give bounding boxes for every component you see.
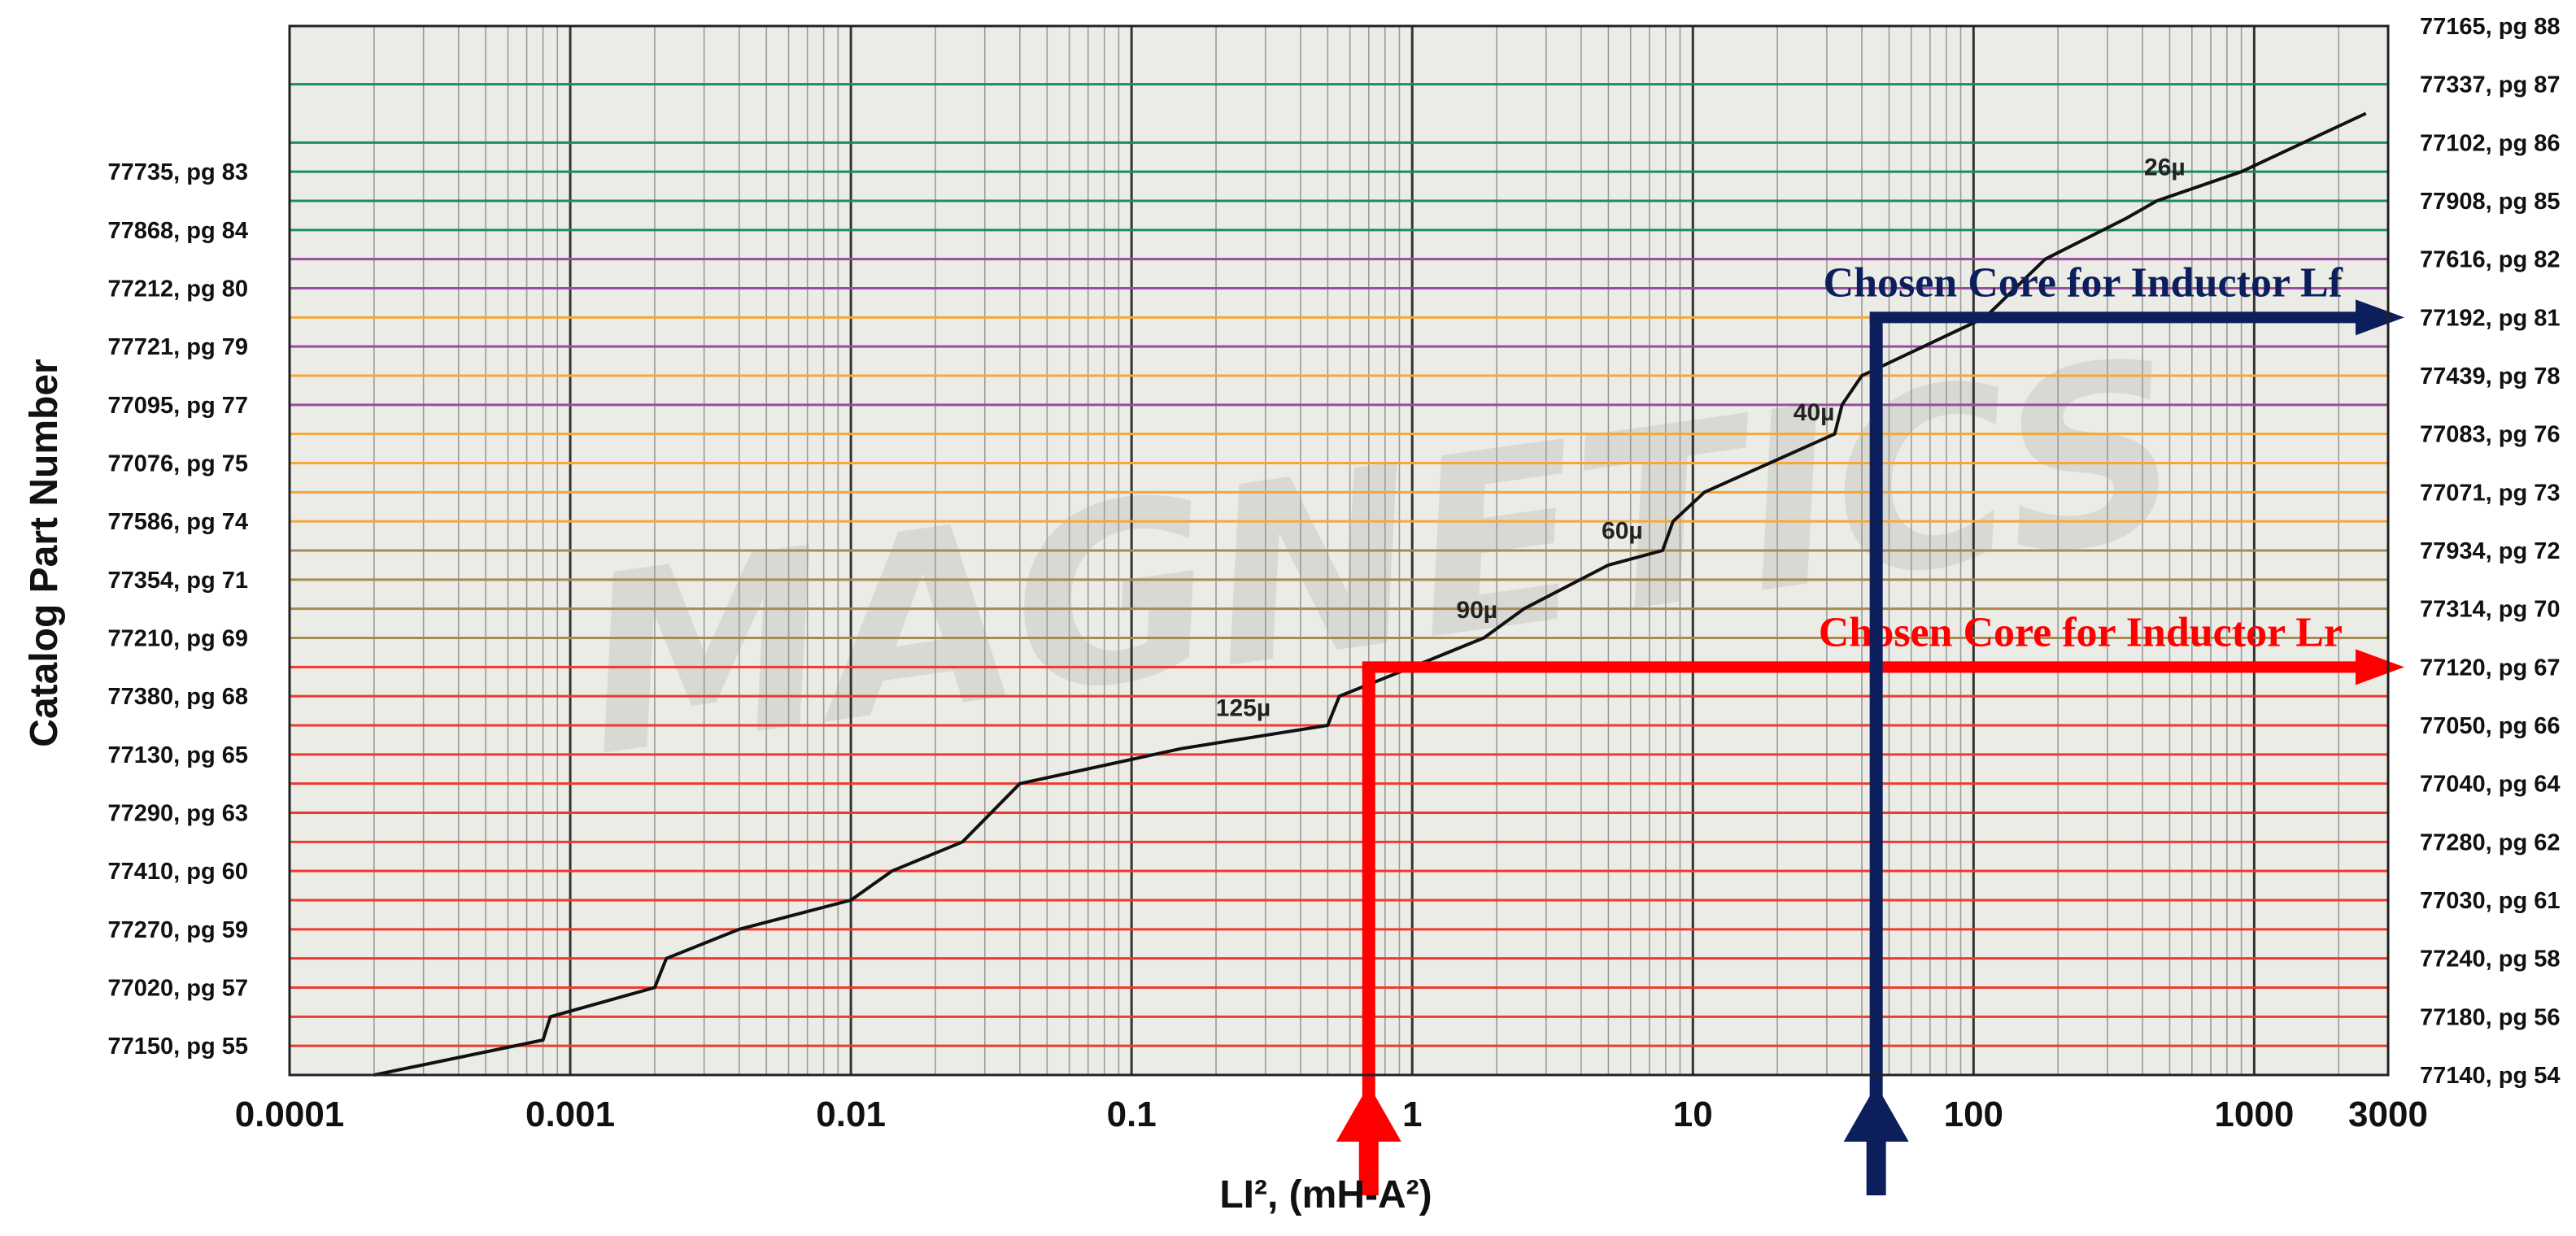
- x-axis-label: LI², (mH-A²): [1219, 1173, 1432, 1216]
- selection-arrowhead-right: [2356, 649, 2404, 685]
- left-axis-label: 77270, pg 59: [108, 917, 249, 943]
- x-tick-label: 0.1: [1107, 1095, 1157, 1134]
- right-axis-label: 77439, pg 78: [2420, 363, 2561, 390]
- left-axis-label: 77735, pg 83: [108, 159, 249, 185]
- right-axis-label: 77192, pg 81: [2420, 305, 2561, 331]
- core-selector-curve: [373, 111, 2367, 1077]
- permeability-label: 26µ: [2144, 154, 2186, 181]
- left-axis-label: 77586, pg 74: [108, 509, 249, 535]
- right-axis-label: 77180, pg 56: [2420, 1004, 2561, 1030]
- selection-layer: Chosen Core for Inductor Lr Chosen Core f…: [1336, 259, 2404, 1195]
- right-axis-labels: 77140, pg 54 77180, pg 56 77240, pg 58 7703…: [2420, 14, 2561, 1089]
- right-axis-label: 77071, pg 73: [2420, 480, 2561, 506]
- right-axis-label: 77337, pg 87: [2420, 72, 2561, 98]
- right-axis-label: 77030, pg 61: [2420, 888, 2561, 914]
- left-axis-label: 77020, pg 57: [108, 976, 249, 1002]
- left-axis-labels: 77150, pg 55 77020, pg 57 77270, pg 59 7741…: [108, 159, 249, 1060]
- permeability-label: 90µ: [1456, 597, 1497, 624]
- left-axis-label: 77130, pg 65: [108, 742, 249, 768]
- right-axis-label: 77934, pg 72: [2420, 538, 2561, 564]
- core-selector-curve-layer: 125µ 90µ 60µ 40µ 26µ: [373, 111, 2367, 1077]
- left-axis-label: 77410, pg 60: [108, 859, 249, 885]
- right-axis-label: 77616, pg 82: [2420, 247, 2561, 273]
- selection-annotation: Chosen Core for Inductor Lf: [1824, 259, 2343, 306]
- right-axis-label: 77908, pg 85: [2420, 189, 2561, 215]
- right-axis-label: 77040, pg 64: [2420, 772, 2561, 798]
- x-tick-label: 10: [1673, 1095, 1713, 1134]
- left-axis-label: 77721, pg 79: [108, 334, 249, 360]
- right-axis-label: 77120, pg 67: [2420, 655, 2561, 681]
- left-axis-label: 77868, pg 84: [108, 218, 249, 244]
- right-axis-label: 77314, pg 70: [2420, 597, 2561, 623]
- left-axis-label: 77354, pg 71: [108, 568, 249, 594]
- part-number-lines: [290, 24, 2388, 1077]
- right-axis-label: 77050, pg 66: [2420, 713, 2561, 739]
- x-tick-label: 100: [1944, 1095, 2003, 1134]
- permeability-label: 125µ: [1216, 695, 1271, 722]
- right-axis-label: 77280, pg 62: [2420, 829, 2561, 855]
- x-tick-label: 3000: [2348, 1095, 2428, 1134]
- x-tick-label: 0.01: [816, 1095, 886, 1134]
- x-tick-labels: 0.0001 0.001 0.01 0.1 1 10 100 1000 3000: [235, 1095, 2428, 1134]
- right-axis-label: 77165, pg 88: [2420, 14, 2561, 40]
- x-tick-label: 1000: [2214, 1095, 2294, 1134]
- x-tick-label: 1: [1402, 1095, 1422, 1134]
- left-axis-label: 77380, pg 68: [108, 684, 249, 710]
- left-axis-label: 77290, pg 63: [108, 801, 249, 827]
- left-axis-label: 77212, pg 80: [108, 276, 249, 302]
- right-axis-label: 77240, pg 58: [2420, 947, 2561, 973]
- plot-frame: [288, 24, 2390, 1077]
- right-axis-label: 77140, pg 54: [2420, 1063, 2561, 1089]
- selection-annotation: Chosen Core for Inductor Lr: [1819, 609, 2343, 655]
- left-axis-label: 77095, pg 77: [108, 393, 249, 419]
- selection-arrowhead-up: [1843, 1085, 1909, 1142]
- left-axis-label: 77150, pg 55: [108, 1034, 249, 1060]
- selection-arrowhead-right: [2356, 299, 2404, 336]
- selection-arrowhead-up: [1336, 1085, 1401, 1142]
- x-tick-label: 0.001: [525, 1095, 615, 1134]
- selection-arrow-shaft: [1358, 1138, 1379, 1195]
- permeability-label: 60µ: [1602, 517, 1643, 544]
- y-axis-label: Catalog Part Number: [23, 359, 66, 746]
- x-tick-label: 0.0001: [235, 1095, 345, 1134]
- left-axis-label: 77210, pg 69: [108, 626, 249, 652]
- permeability-label: 40µ: [1794, 399, 1835, 426]
- right-axis-label: 77083, pg 76: [2420, 422, 2561, 448]
- right-axis-label: 77102, pg 86: [2420, 130, 2561, 156]
- left-axis-label: 77076, pg 75: [108, 451, 249, 477]
- selection-arrow-shaft: [1866, 1138, 1886, 1195]
